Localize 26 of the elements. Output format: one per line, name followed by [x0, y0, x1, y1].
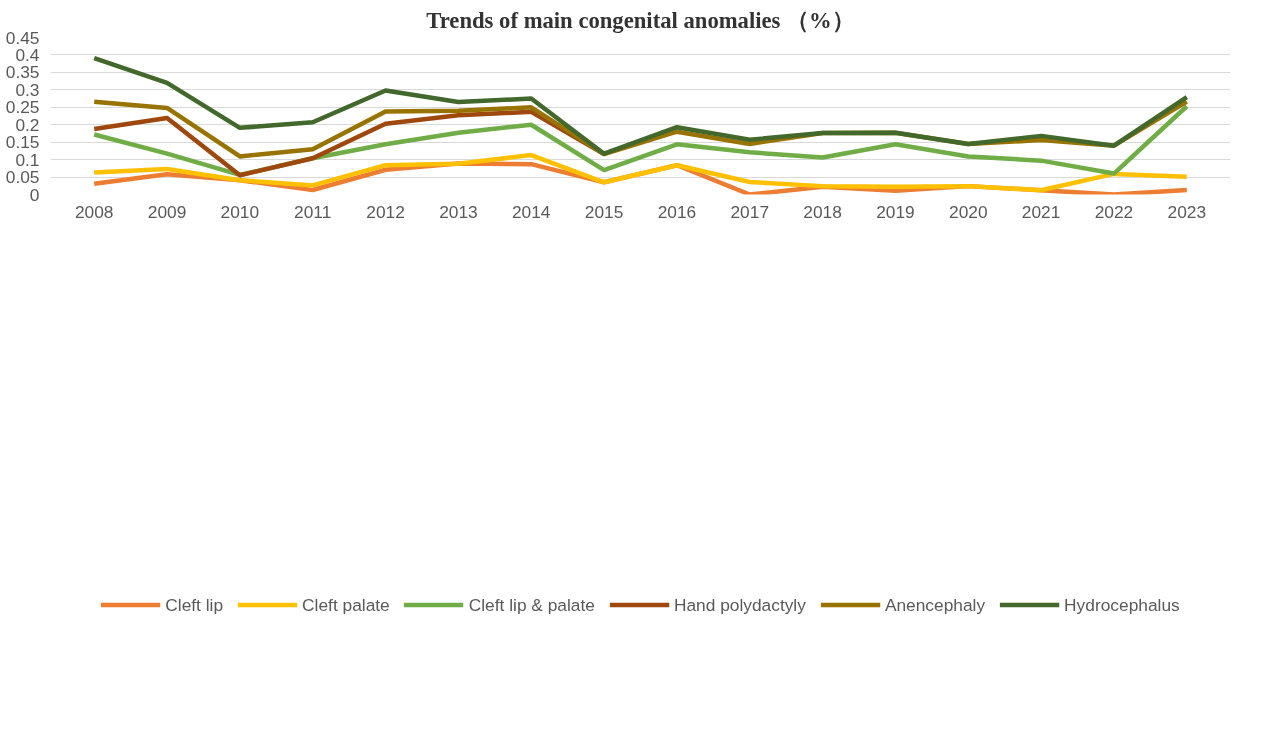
x-tick-label: 2008 [74, 201, 114, 222]
line-series [91, 152, 1190, 193]
legend-label: Cleft palate [302, 594, 390, 616]
legend-label: Hydrocephalus [1064, 594, 1180, 616]
legend-label: Hand polydactyly [673, 594, 806, 616]
x-tick-label: 2011 [294, 201, 332, 222]
x-tick-label: 2017 [730, 201, 770, 222]
x-tick-label: 2020 [949, 201, 988, 222]
line-series [91, 55, 1190, 156]
x-tick-label: 2009 [147, 201, 187, 222]
x-tick-label: 2023 [1167, 201, 1207, 222]
x-tick-label: 2016 [657, 201, 697, 222]
x-tick-label: 2015 [584, 201, 624, 222]
x-tick-label: 2022 [1094, 201, 1134, 222]
legend-label: Cleft lip [165, 594, 224, 616]
x-tick-label: 2010 [220, 201, 260, 222]
x-tick-label: 2014 [511, 201, 551, 222]
x-tick-label: 2019 [876, 201, 915, 222]
legend-label: Anencephaly [884, 594, 986, 616]
legend-label: Cleft lip & palate [468, 594, 595, 616]
line-series [91, 103, 1190, 178]
x-tick-label: 2012 [366, 201, 405, 222]
x-tick-label: 2013 [439, 201, 478, 222]
x-tick-label: 2018 [803, 201, 842, 222]
x-tick-label: 2021 [1021, 201, 1061, 222]
chart-title: Trends of main congenital anomalies （%） [426, 7, 855, 33]
